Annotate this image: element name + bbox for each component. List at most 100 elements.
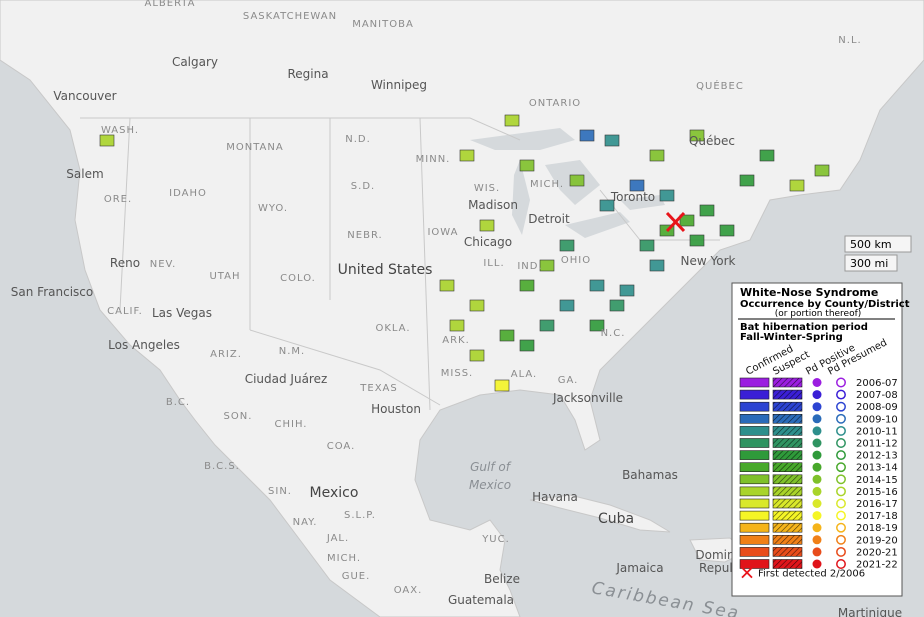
place-label: CHIH.	[275, 419, 308, 430]
place-label: New York	[681, 254, 736, 268]
legend-suspect-hatch	[773, 414, 802, 424]
occurrence-area	[559, 239, 575, 252]
legend-confirmed	[739, 559, 770, 569]
legend-suspect-hatch	[773, 547, 802, 557]
legend-period-note: Fall-Winter-Spring	[740, 332, 843, 343]
place-label: Toronto	[610, 190, 655, 204]
place-label: Domin	[695, 548, 734, 562]
occurrence-area	[539, 259, 555, 272]
place-label: Québec	[689, 134, 735, 148]
place-label: Madison	[468, 198, 518, 212]
place-label: Belize	[484, 572, 520, 586]
legend-note: (or portion thereof)	[775, 309, 862, 319]
borders	[80, 117, 720, 411]
legend-confirmed	[739, 474, 770, 485]
place-label: N.C.	[601, 328, 626, 339]
legend-title: White-Nose Syndrome	[740, 286, 878, 299]
place-label: ALBERTA	[145, 0, 196, 9]
place-label: NEBR.	[347, 230, 382, 241]
legend-confirmed	[739, 413, 770, 424]
place-label: SON.	[224, 411, 253, 422]
place-label: N.M.	[279, 346, 305, 357]
occurrence-area	[569, 174, 585, 187]
place-label: Vancouver	[53, 89, 116, 103]
occurrence-area	[629, 179, 645, 192]
legend-pd-positive	[812, 535, 822, 545]
occurrence-area	[759, 149, 775, 162]
legend-pd-positive	[812, 414, 822, 424]
legend-season: 2012-13	[856, 451, 898, 462]
legend-pd-positive	[812, 390, 822, 400]
legend-pd-presumed	[836, 559, 846, 569]
legend-season: 2015-16	[856, 487, 898, 498]
legend-season: 2018-19	[856, 523, 898, 534]
occurrence-area	[659, 189, 675, 202]
place-label: GUE.	[342, 571, 371, 582]
legend-suspect-hatch	[773, 499, 802, 508]
legend-pd-presumed	[836, 450, 846, 461]
place-label: Bahamas	[622, 468, 678, 482]
place-label: ARIZ.	[210, 349, 242, 360]
place-label: WYO.	[258, 203, 288, 214]
legend-confirmed	[739, 534, 770, 545]
legend-pd-presumed	[836, 534, 846, 545]
occurrence-area	[649, 149, 665, 162]
occurrence-area	[499, 329, 515, 342]
legend-pd-positive	[812, 450, 822, 460]
legend-first-detected: First detected 2/2006	[758, 569, 865, 580]
scale-label: 300 mi	[850, 257, 888, 270]
place-label: OKLA.	[375, 323, 410, 334]
place-label: Salem	[66, 167, 103, 181]
place-label: Houston	[371, 402, 421, 416]
scale-bar: 500 km 300 mi	[844, 235, 912, 272]
occurrence-area	[449, 319, 465, 332]
legend-confirmed	[739, 547, 770, 557]
legend-pd-positive	[812, 547, 822, 557]
legend-subtitle: Occurrence by County/District	[740, 299, 910, 310]
legend-suspect-hatch	[773, 426, 802, 436]
place-label: ONTARIO	[529, 98, 581, 109]
legend-suspect-hatch	[773, 390, 802, 400]
legend-suspect-hatch	[773, 511, 802, 521]
place-label: CALIF.	[107, 306, 143, 317]
place-label: WIS.	[474, 183, 500, 194]
legend-pd-presumed	[836, 546, 846, 557]
legend-season: 2011-12	[856, 439, 898, 450]
legend-pd-presumed	[836, 522, 846, 533]
legend-confirmed	[739, 426, 770, 436]
place-label: N.D.	[345, 134, 371, 145]
occurrence-area	[519, 279, 535, 292]
legend-season: 2009-10	[856, 414, 898, 425]
legend-confirmed	[739, 522, 770, 533]
legend-season: 2007-08	[856, 390, 898, 401]
legend-suspect-hatch	[773, 486, 802, 496]
place-label: Ciudad Juárez	[245, 372, 328, 386]
place-label: Martinique	[838, 606, 902, 617]
place-label: YUC.	[481, 534, 510, 545]
occurrence-area	[519, 339, 535, 352]
place-label: Reno	[110, 256, 140, 270]
occurrence-area	[559, 299, 575, 312]
legend-pd-positive	[812, 462, 822, 472]
occurrence-area	[604, 134, 620, 147]
place-label: TEXAS	[359, 383, 397, 394]
legend-pd-positive	[812, 474, 822, 484]
legend-suspect-hatch	[773, 402, 802, 412]
legend-season: 2021-22	[856, 560, 898, 571]
occurrence-area	[504, 114, 520, 127]
legend-pd-presumed	[836, 498, 846, 509]
place-label: Los Angeles	[108, 338, 180, 352]
occurrence-area	[589, 319, 605, 332]
gulf-label: Gulf of	[470, 460, 512, 474]
occurrence-area	[519, 159, 535, 172]
legend-pd-presumed	[836, 510, 846, 521]
place-label: Guatemala	[448, 593, 514, 607]
occurrence-area	[689, 234, 705, 247]
place-label: Detroit	[528, 212, 570, 226]
legend-season: 2010-11	[856, 426, 898, 437]
legend-pd-positive	[812, 499, 822, 508]
occurrence-area	[814, 164, 830, 177]
place-label: Jacksonville	[552, 391, 623, 405]
